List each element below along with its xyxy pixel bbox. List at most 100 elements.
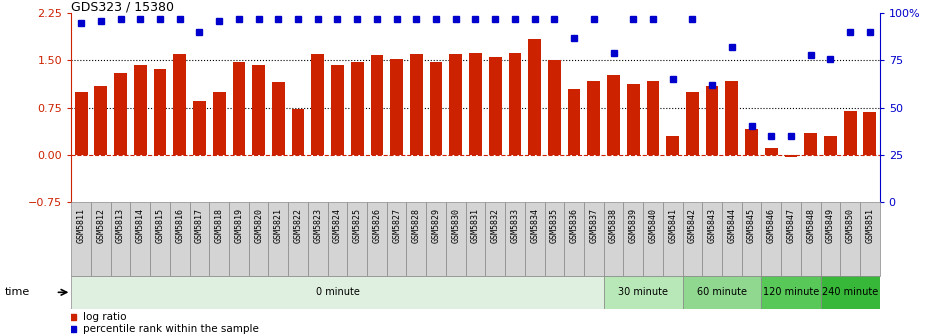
Text: GSM5832: GSM5832 <box>491 208 499 243</box>
Bar <box>268 202 288 276</box>
Text: GSM5849: GSM5849 <box>825 208 835 243</box>
Bar <box>189 202 209 276</box>
Text: GSM5836: GSM5836 <box>570 208 578 243</box>
Bar <box>647 81 659 155</box>
Bar <box>311 54 324 155</box>
Text: GSM5823: GSM5823 <box>313 208 322 243</box>
Bar <box>765 148 778 155</box>
Text: time: time <box>5 287 30 297</box>
Bar <box>702 202 722 276</box>
Bar <box>209 202 229 276</box>
Text: GSM5818: GSM5818 <box>215 208 223 243</box>
Bar <box>686 92 699 155</box>
Text: GSM5819: GSM5819 <box>234 208 243 243</box>
Text: GSM5845: GSM5845 <box>747 208 756 243</box>
Bar <box>193 101 205 155</box>
Text: GSM5834: GSM5834 <box>530 208 539 243</box>
Bar <box>627 84 640 155</box>
Bar <box>785 155 797 157</box>
Bar <box>387 202 406 276</box>
Text: GSM5840: GSM5840 <box>649 208 657 243</box>
Text: GSM5814: GSM5814 <box>136 208 145 243</box>
Text: GSM5817: GSM5817 <box>195 208 204 243</box>
Bar <box>706 86 719 155</box>
Text: GSM5844: GSM5844 <box>728 208 736 243</box>
Bar <box>75 92 87 155</box>
Bar <box>844 111 857 155</box>
Bar <box>528 39 541 155</box>
Bar <box>548 60 561 155</box>
Bar <box>742 202 762 276</box>
Bar <box>110 202 130 276</box>
Text: GSM5813: GSM5813 <box>116 208 126 243</box>
Bar <box>564 202 584 276</box>
Text: GDS323 / 15380: GDS323 / 15380 <box>71 0 174 13</box>
Bar <box>390 59 403 155</box>
Text: GSM5831: GSM5831 <box>471 208 480 243</box>
Bar <box>604 202 623 276</box>
Bar <box>170 202 189 276</box>
Bar <box>588 81 600 155</box>
Bar <box>607 75 620 155</box>
Bar <box>485 202 505 276</box>
Text: GSM5824: GSM5824 <box>333 208 342 243</box>
Bar <box>331 66 344 155</box>
Text: GSM5846: GSM5846 <box>767 208 776 243</box>
Bar <box>252 66 265 155</box>
Bar <box>229 202 249 276</box>
Bar <box>134 66 146 155</box>
Bar <box>94 86 107 155</box>
Bar <box>351 62 363 155</box>
Text: 0 minute: 0 minute <box>316 287 359 297</box>
Bar <box>623 202 643 276</box>
Bar <box>762 202 781 276</box>
Bar <box>860 202 880 276</box>
Bar <box>347 202 367 276</box>
Text: GSM5811: GSM5811 <box>77 208 86 243</box>
Bar <box>426 202 446 276</box>
Bar <box>328 202 347 276</box>
Text: GSM5822: GSM5822 <box>294 208 302 243</box>
Bar <box>864 112 876 155</box>
Bar <box>509 53 521 155</box>
Bar <box>663 202 683 276</box>
Bar <box>643 202 663 276</box>
Bar <box>308 202 328 276</box>
Bar <box>213 92 225 155</box>
Text: GSM5829: GSM5829 <box>432 208 440 243</box>
Bar <box>288 202 308 276</box>
Text: GSM5842: GSM5842 <box>688 208 697 243</box>
Bar <box>371 55 383 155</box>
Bar <box>525 202 545 276</box>
Text: log ratio: log ratio <box>84 312 126 322</box>
Bar <box>232 62 245 155</box>
Bar <box>683 276 762 309</box>
Bar <box>71 202 91 276</box>
Bar <box>781 202 801 276</box>
Text: 60 minute: 60 minute <box>697 287 747 297</box>
Bar <box>91 202 110 276</box>
Bar <box>722 202 742 276</box>
Bar <box>726 81 738 155</box>
Text: GSM5850: GSM5850 <box>845 208 855 243</box>
Bar <box>154 69 166 155</box>
Bar <box>821 202 841 276</box>
Bar <box>604 276 683 309</box>
Bar <box>150 202 170 276</box>
Text: GSM5837: GSM5837 <box>590 208 598 243</box>
Text: GSM5815: GSM5815 <box>156 208 165 243</box>
Text: GSM5825: GSM5825 <box>353 208 361 243</box>
Text: GSM5839: GSM5839 <box>629 208 638 243</box>
Text: GSM5833: GSM5833 <box>511 208 519 243</box>
Text: GSM5821: GSM5821 <box>274 208 282 243</box>
Bar <box>410 54 423 155</box>
Bar <box>667 136 679 155</box>
Bar <box>292 110 304 155</box>
Text: 30 minute: 30 minute <box>618 287 669 297</box>
Text: GSM5851: GSM5851 <box>865 208 874 243</box>
Bar <box>505 202 525 276</box>
Bar <box>71 276 604 309</box>
Bar <box>450 54 462 155</box>
Text: GSM5812: GSM5812 <box>96 208 106 243</box>
Bar <box>746 129 758 155</box>
